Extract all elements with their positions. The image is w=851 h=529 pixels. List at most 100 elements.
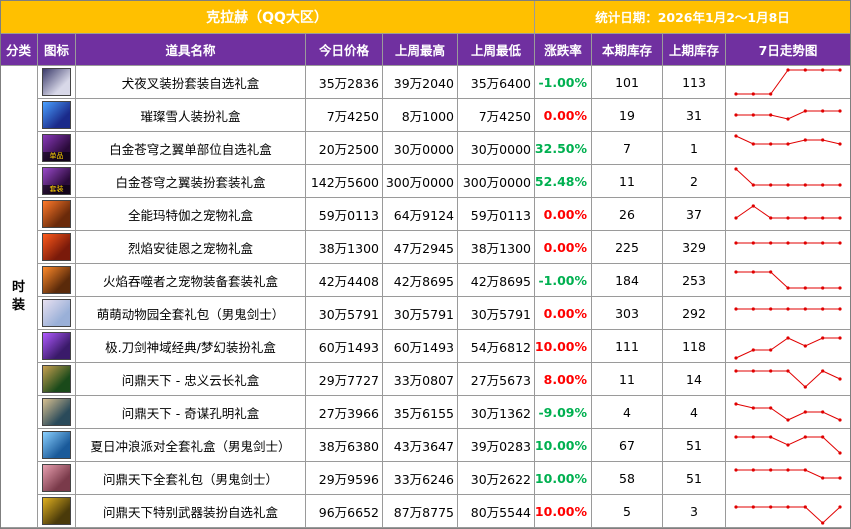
change-rate: 0.00% [535, 297, 592, 330]
trend-point [838, 418, 842, 422]
item-icon-cell [38, 462, 76, 495]
item-name: 问鼎天下 - 奇谋孔明礼盒 [76, 396, 306, 429]
trend-point [786, 241, 790, 245]
last-week-high: 35万6155 [383, 396, 458, 429]
trend-point [838, 451, 842, 455]
current-stock: 184 [592, 264, 663, 297]
item-name: 极.刀剑神域经典/梦幻装扮礼盒 [76, 330, 306, 363]
trend-chart-cell [726, 198, 851, 231]
trend-point [734, 241, 738, 245]
change-rate: 8.00% [535, 363, 592, 396]
trend-point [751, 307, 755, 311]
stat-date-label: 统计日期：2026年1月2～1月8日 [535, 0, 851, 34]
current-stock: 26 [592, 198, 663, 231]
last-week-high: 8万1000 [383, 99, 458, 132]
trend-sparkline [734, 505, 842, 525]
trend-point [821, 216, 825, 220]
trend-point [786, 505, 790, 509]
trend-point [734, 402, 738, 406]
trend-point [734, 468, 738, 472]
trend-point [734, 435, 738, 439]
current-stock: 7 [592, 132, 663, 165]
trend-point [821, 410, 825, 414]
trend-point [751, 113, 755, 117]
previous-stock: 14 [663, 363, 726, 396]
item-icon-cell [38, 231, 76, 264]
last-week-low: 27万5673 [458, 363, 535, 396]
trend-point [769, 435, 773, 439]
item-name: 问鼎天下全套礼包（男鬼剑士） [76, 462, 306, 495]
current-stock: 303 [592, 297, 663, 330]
trend-chart-cell [726, 99, 851, 132]
last-week-high: 33万6246 [383, 462, 458, 495]
change-rate: 0.00% [535, 198, 592, 231]
trend-point [751, 270, 755, 274]
trend-point [786, 117, 790, 121]
trend-point [769, 505, 773, 509]
header-item-name: 道具名称 [76, 34, 306, 66]
today-price: 20万2500 [306, 132, 383, 165]
today-price: 29万9596 [306, 462, 383, 495]
change-rate: -1.00% [535, 66, 592, 99]
last-week-high: 33万0807 [383, 363, 458, 396]
today-price: 42万4408 [306, 264, 383, 297]
trend-line [736, 506, 841, 524]
item-name: 璀璨雪人装扮礼盒 [76, 99, 306, 132]
trend-chart-cell [726, 330, 851, 363]
trend-point [803, 138, 807, 142]
gift-pack-icon [42, 464, 71, 492]
trend-chart-cell [726, 297, 851, 330]
trend-point [821, 336, 825, 340]
trend-point [786, 216, 790, 220]
trend-point [821, 286, 825, 290]
last-week-high: 87万8775 [383, 495, 458, 528]
trend-chart-cell [726, 429, 851, 462]
header-last-week-high: 上周最高 [383, 34, 458, 66]
current-stock: 111 [592, 330, 663, 363]
trend-point [769, 270, 773, 274]
previous-stock: 31 [663, 99, 726, 132]
previous-stock: 118 [663, 330, 726, 363]
trend-sparkline [734, 109, 842, 121]
trend-point [769, 241, 773, 245]
current-stock: 101 [592, 66, 663, 99]
trend-point [786, 183, 790, 187]
trend-point [838, 68, 842, 72]
change-rate: -10.00% [535, 462, 592, 495]
last-week-low: 30万2622 [458, 462, 535, 495]
trend-point [803, 183, 807, 187]
trend-point [838, 142, 842, 146]
trend-point [751, 92, 755, 96]
current-stock: 58 [592, 462, 663, 495]
trend-chart-cell [726, 462, 851, 495]
today-price: 142万5600 [306, 165, 383, 198]
trend-line [735, 403, 841, 421]
trend-point [769, 406, 773, 410]
item-icon-cell [38, 297, 76, 330]
pet-gift-icon [42, 200, 71, 228]
trend-point [803, 307, 807, 311]
trend-point [786, 307, 790, 311]
wing-set-icon: 套装 [42, 167, 71, 195]
trend-point [769, 92, 773, 96]
change-rate: 10.00% [535, 495, 592, 528]
trend-point [838, 476, 842, 480]
last-week-low: 7万4250 [458, 99, 535, 132]
header-change-rate: 涨跌率 [535, 34, 592, 66]
item-icon-cell [38, 495, 76, 528]
trend-point [734, 113, 738, 117]
last-week-low: 42万8695 [458, 264, 535, 297]
header-icon: 图标 [38, 34, 76, 66]
trend-point [769, 142, 773, 146]
change-rate: -52.48% [535, 165, 592, 198]
trend-point [821, 241, 825, 245]
trend-point [751, 241, 755, 245]
last-week-low: 35万6400 [458, 66, 535, 99]
trend-point [821, 435, 825, 439]
trend-chart-cell [726, 132, 851, 165]
change-rate: 0.00% [535, 231, 592, 264]
pet-equipment-icon [42, 266, 71, 294]
weapon-box-icon [42, 497, 71, 525]
trend-point [821, 369, 825, 373]
trend-point [838, 216, 842, 220]
